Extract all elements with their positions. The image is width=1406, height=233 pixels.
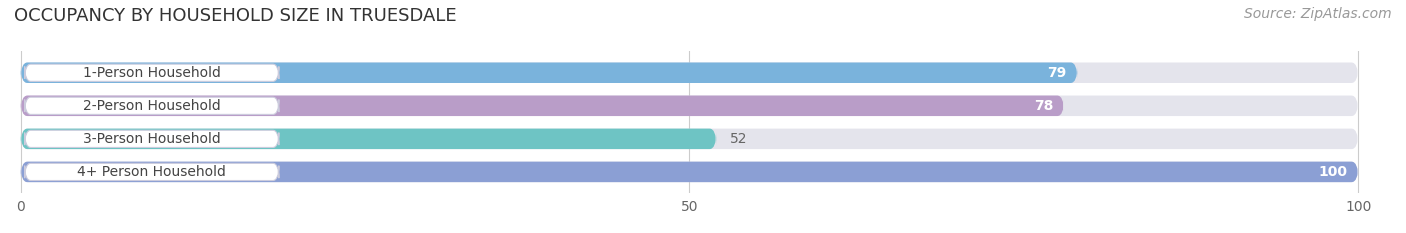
- Text: 78: 78: [1033, 99, 1053, 113]
- FancyBboxPatch shape: [25, 97, 278, 114]
- Text: OCCUPANCY BY HOUSEHOLD SIZE IN TRUESDALE: OCCUPANCY BY HOUSEHOLD SIZE IN TRUESDALE: [14, 7, 457, 25]
- Text: 2-Person Household: 2-Person Household: [83, 99, 221, 113]
- FancyBboxPatch shape: [25, 130, 278, 147]
- Text: 1-Person Household: 1-Person Household: [83, 66, 221, 80]
- FancyBboxPatch shape: [25, 163, 278, 181]
- FancyBboxPatch shape: [25, 64, 278, 81]
- Text: 4+ Person Household: 4+ Person Household: [77, 165, 226, 179]
- Text: Source: ZipAtlas.com: Source: ZipAtlas.com: [1244, 7, 1392, 21]
- FancyBboxPatch shape: [21, 162, 1358, 182]
- Text: 3-Person Household: 3-Person Household: [83, 132, 221, 146]
- FancyBboxPatch shape: [21, 62, 1077, 83]
- FancyBboxPatch shape: [21, 96, 1358, 116]
- Text: 100: 100: [1319, 165, 1347, 179]
- Text: 79: 79: [1047, 66, 1067, 80]
- FancyBboxPatch shape: [21, 96, 1064, 116]
- FancyBboxPatch shape: [21, 129, 1358, 149]
- FancyBboxPatch shape: [21, 62, 1358, 83]
- FancyBboxPatch shape: [21, 162, 1358, 182]
- FancyBboxPatch shape: [21, 129, 716, 149]
- Text: 52: 52: [730, 132, 747, 146]
